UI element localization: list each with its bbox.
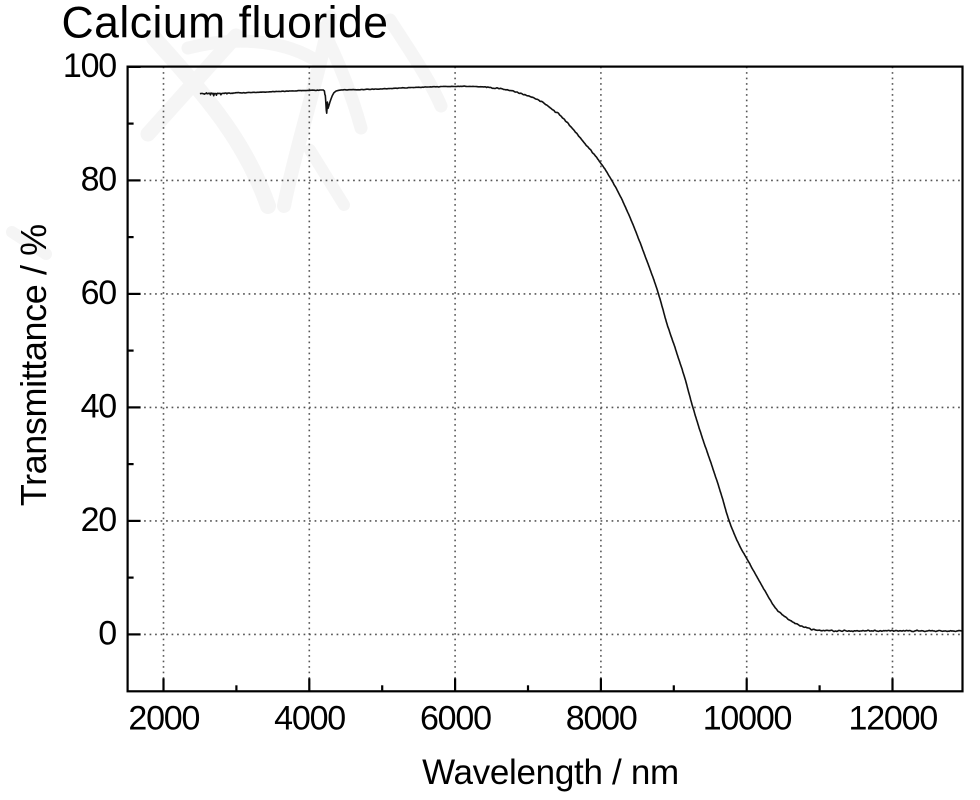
svg-text:10000: 10000 [703, 700, 792, 738]
svg-text:40: 40 [81, 387, 117, 425]
svg-text:Wavelength / nm: Wavelength / nm [422, 753, 679, 792]
svg-text:Transmittance / %: Transmittance / % [13, 224, 54, 506]
svg-text:6000: 6000 [420, 700, 491, 738]
svg-text:2000: 2000 [128, 700, 199, 738]
svg-text:20: 20 [81, 501, 117, 539]
svg-text:12000: 12000 [849, 700, 938, 738]
svg-text:4000: 4000 [274, 700, 345, 738]
svg-text:80: 80 [81, 160, 117, 198]
svg-text:60: 60 [81, 274, 117, 312]
svg-text:8000: 8000 [566, 700, 637, 738]
svg-text:0: 0 [98, 614, 116, 652]
svg-text:100: 100 [63, 47, 116, 85]
svg-text:Calcium fluoride: Calcium fluoride [62, 0, 389, 48]
